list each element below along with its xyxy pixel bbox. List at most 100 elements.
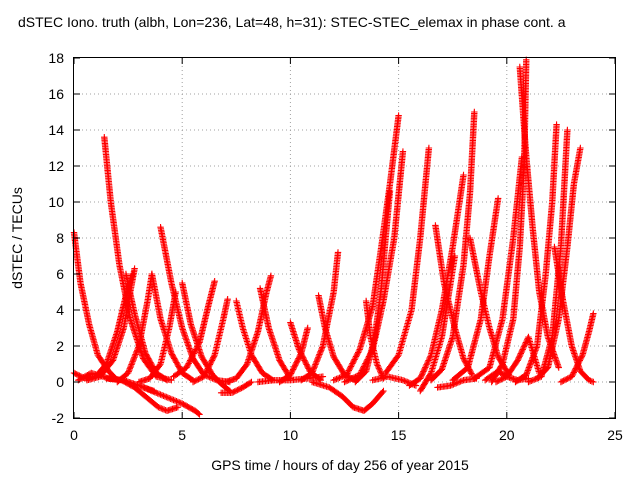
- data-point: [295, 355, 302, 362]
- x-tick-label: 0: [70, 427, 78, 443]
- data-point: [572, 365, 579, 372]
- data-point: [314, 355, 321, 362]
- series-41: [516, 63, 562, 371]
- data-point: [425, 355, 433, 363]
- data-point: [341, 378, 348, 386]
- data-point: [164, 394, 171, 401]
- data-point: [145, 386, 153, 393]
- series-30: [382, 144, 433, 377]
- data-point: [563, 376, 570, 383]
- data-point: [171, 397, 179, 404]
- series-15: [217, 378, 255, 396]
- data-point: [174, 404, 182, 411]
- data-point: [590, 378, 597, 386]
- data-point: [203, 368, 210, 375]
- data-point: [345, 376, 352, 384]
- data-point: [303, 362, 311, 369]
- data-point: [177, 399, 184, 407]
- data-point: [315, 354, 322, 361]
- data-point: [499, 375, 506, 382]
- x-axis-title: GPS time / hours of day 256 of year 2015: [211, 457, 469, 473]
- data-point: [590, 310, 597, 317]
- data-point: [154, 390, 161, 397]
- data-point: [317, 348, 324, 355]
- data-point: [289, 367, 296, 374]
- data-point: [148, 387, 156, 395]
- data-point: [108, 358, 116, 365]
- data-point: [193, 344, 200, 352]
- data-point: [197, 374, 205, 382]
- data-point: [189, 351, 197, 359]
- data-point: [337, 374, 345, 381]
- data-point: [458, 377, 466, 384]
- data-point: [167, 395, 174, 402]
- data-point: [417, 375, 424, 382]
- data-point: [346, 376, 354, 383]
- data-point: [287, 370, 295, 377]
- series-9: [140, 384, 203, 418]
- data-point: [208, 358, 215, 365]
- data-point: [192, 377, 199, 384]
- data-point: [448, 381, 456, 389]
- data-marks: [70, 56, 597, 418]
- data-point: [301, 357, 308, 364]
- data-point: [574, 361, 582, 368]
- data-point: [518, 347, 526, 354]
- data-point: [568, 373, 575, 380]
- y-tick-label: 2: [56, 338, 64, 354]
- data-point: [185, 360, 192, 367]
- y-tick-label: -2: [52, 410, 65, 426]
- data-point: [350, 357, 358, 364]
- data-point: [559, 378, 566, 385]
- x-tick-label: 15: [391, 427, 407, 443]
- data-point: [129, 358, 136, 365]
- data-point: [496, 376, 504, 384]
- y-tick-label: 18: [48, 50, 64, 66]
- data-point: [426, 354, 433, 361]
- data-point: [135, 344, 142, 351]
- data-point: [159, 405, 166, 413]
- data-point: [561, 376, 569, 384]
- data-point: [174, 398, 182, 405]
- data-point: [577, 355, 584, 363]
- data-point: [375, 365, 383, 372]
- data-point: [498, 376, 505, 383]
- data-point: [125, 368, 132, 375]
- data-point: [130, 357, 137, 364]
- data-point: [349, 359, 357, 366]
- data-point: [191, 349, 198, 356]
- data-point: [525, 378, 532, 386]
- data-point: [317, 347, 325, 354]
- data-point: [577, 354, 585, 361]
- data-point: [395, 112, 402, 119]
- data-point: [340, 372, 347, 380]
- data-point: [127, 364, 134, 371]
- data-point: [230, 388, 237, 396]
- data-point: [553, 121, 560, 128]
- data-point: [374, 362, 381, 369]
- data-point: [304, 324, 311, 332]
- series-6: [103, 375, 182, 414]
- data-point: [231, 388, 238, 395]
- data-point: [200, 373, 208, 380]
- data-point: [515, 354, 523, 361]
- data-point: [191, 378, 198, 385]
- data-point: [126, 366, 133, 374]
- series-42: [512, 121, 560, 386]
- data-point: [150, 388, 157, 395]
- data-point: [351, 356, 358, 363]
- data-point: [127, 362, 135, 370]
- data-point: [560, 377, 567, 384]
- data-point: [301, 358, 309, 365]
- data-point: [232, 387, 240, 394]
- data-point: [309, 368, 316, 375]
- data-point: [348, 361, 355, 369]
- data-point: [420, 368, 427, 375]
- data-point: [295, 354, 303, 361]
- data-point: [519, 346, 526, 353]
- data-point: [201, 372, 208, 379]
- data-point: [162, 376, 170, 383]
- data-point: [331, 376, 339, 383]
- data-point: [425, 144, 433, 152]
- data-point: [302, 359, 310, 367]
